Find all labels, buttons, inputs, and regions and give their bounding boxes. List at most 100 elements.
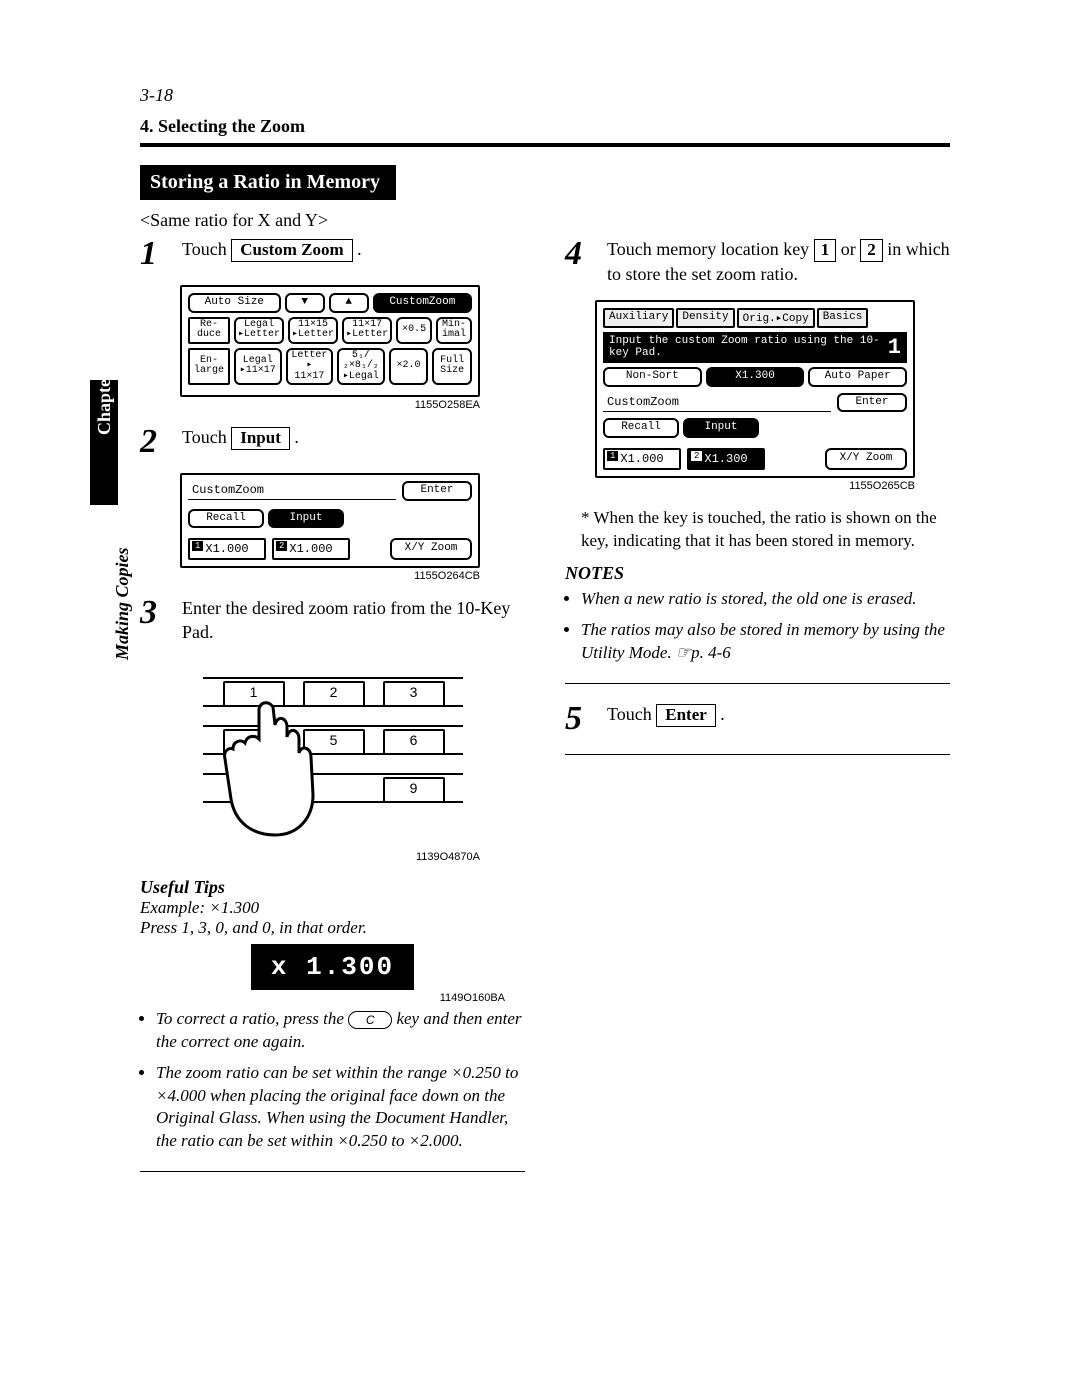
r5: Min- imal bbox=[436, 317, 472, 344]
tips-example: Example: ×1.300 bbox=[140, 898, 525, 918]
keypad-caption: 1139O4870A bbox=[180, 851, 480, 863]
tab-basics: Basics bbox=[817, 308, 869, 328]
page: Chapter 3 Making Copies 3-18 4. Selectin… bbox=[0, 0, 1080, 1397]
mem1-corner: 1 bbox=[607, 451, 618, 461]
step-3: 3 Enter the desired zoom ratio from the … bbox=[140, 596, 525, 645]
zoom-display-wrap: x 1.300 bbox=[140, 944, 525, 990]
panel4-enter: Enter bbox=[837, 393, 907, 413]
key-custom-zoom: Custom Zoom bbox=[231, 239, 352, 262]
zoom-display: x 1.300 bbox=[251, 944, 414, 990]
c-key: C bbox=[348, 1011, 392, 1029]
tip-1: To correct a ratio, press the C key and … bbox=[156, 1008, 525, 1054]
r2: 11×15 ▸Letter bbox=[288, 317, 338, 344]
side-tab-label: Making Copies bbox=[112, 547, 133, 660]
e4: ×2.0 bbox=[389, 348, 429, 386]
key-9: 9 bbox=[383, 777, 445, 803]
text: Touch bbox=[182, 239, 231, 259]
mem1-val: X1.000 bbox=[620, 452, 663, 466]
key-2: 2 bbox=[860, 239, 883, 262]
step-body: Touch Enter . bbox=[607, 702, 950, 736]
hand-icon bbox=[215, 699, 335, 839]
text: or bbox=[841, 239, 861, 259]
text: . bbox=[294, 427, 299, 447]
chapter-label: Chapter 3 bbox=[94, 358, 115, 435]
step-body: Touch Custom Zoom . bbox=[182, 237, 525, 271]
mem1-corner: 1 bbox=[192, 541, 203, 551]
p4-mem1: 1 X1.000 bbox=[603, 448, 681, 470]
r3: 11×17 ▸Letter bbox=[342, 317, 392, 344]
text: To correct a ratio, press the bbox=[156, 1009, 348, 1028]
text: Touch memory location key bbox=[607, 239, 814, 259]
mem1: 1 X1.000 bbox=[188, 538, 266, 560]
key-input: Input bbox=[231, 427, 290, 450]
panel-memory-figure: Auxiliary Density Orig.▸Copy Basics Inpu… bbox=[595, 300, 915, 478]
key-1: 1 bbox=[814, 239, 837, 262]
panel4-input: Input bbox=[683, 418, 759, 438]
tip-2: The zoom ratio can be set within the ran… bbox=[156, 1062, 525, 1154]
key-3: 3 bbox=[383, 681, 445, 707]
step-5: 5 Touch Enter . bbox=[565, 702, 950, 736]
step-num: 5 bbox=[565, 702, 593, 736]
side-tab: Chapter 3 Making Copies bbox=[90, 370, 118, 660]
step-body: Touch Input . bbox=[182, 425, 525, 459]
panel4-band: Input the custom Zoom ratio using the 10… bbox=[603, 332, 907, 363]
text: . bbox=[720, 704, 725, 724]
notes-heading: NOTES bbox=[565, 563, 950, 584]
panel2-enter: Enter bbox=[402, 481, 472, 501]
panel2-caption: 1155O264CB bbox=[180, 570, 480, 582]
panel-input-figure: CustomZoom Enter Recall Input 1 X1.000 bbox=[180, 473, 480, 568]
panel4-recall: Recall bbox=[603, 418, 679, 438]
text: The ratios may also be stored in memory … bbox=[581, 620, 945, 662]
r4: ×0.5 bbox=[396, 317, 432, 344]
e5: Full Size bbox=[432, 348, 472, 386]
panel-autosize: Auto Size bbox=[188, 293, 281, 313]
tab-density: Density bbox=[676, 308, 734, 328]
panel-customzoom: CustomZoom bbox=[373, 293, 472, 313]
key-6: 6 bbox=[383, 729, 445, 755]
enlarge-label: En- large bbox=[188, 348, 230, 386]
mem2-val: X1.000 bbox=[289, 542, 332, 556]
page-ref: ☞p. 4-6 bbox=[676, 643, 731, 662]
panel2-input: Input bbox=[268, 509, 344, 529]
page-number: 3-18 bbox=[140, 85, 950, 106]
tips-press-line: Press 1, 3, 0, and 0, in that order. bbox=[140, 918, 525, 938]
step-1: 1 Touch Custom Zoom . bbox=[140, 237, 525, 271]
rule-left-bottom bbox=[140, 1171, 525, 1172]
step-4: 4 Touch memory location key 1 or 2 in wh… bbox=[565, 237, 950, 286]
text: Touch bbox=[182, 427, 231, 447]
down-icon: ▼ bbox=[285, 293, 325, 313]
step-num: 3 bbox=[140, 596, 168, 645]
rule-right-2 bbox=[565, 754, 950, 755]
text: . bbox=[357, 239, 362, 259]
col-right: 4 Touch memory location key 1 or 2 in wh… bbox=[565, 237, 950, 773]
r1: Legal ▸Letter bbox=[234, 317, 284, 344]
panel2-heading: CustomZoom bbox=[188, 481, 396, 500]
rule-right-1 bbox=[565, 683, 950, 684]
xval: X1.300 bbox=[706, 367, 805, 387]
tab-aux: Auxiliary bbox=[603, 308, 674, 328]
auto-paper: Auto Paper bbox=[808, 367, 907, 387]
non-sort: Non-Sort bbox=[603, 367, 702, 387]
step-body: Enter the desired zoom ratio from the 10… bbox=[182, 596, 525, 645]
step-body: Touch memory location key 1 or 2 in whic… bbox=[607, 237, 950, 286]
e3: 5₁/₂×8₁/₂ ▸Legal bbox=[337, 348, 385, 386]
up-icon: ▲ bbox=[329, 293, 369, 313]
mem2: 2 X1.000 bbox=[272, 538, 350, 560]
reduce-label: Re- duce bbox=[188, 317, 230, 344]
panel-zoom-figure: Auto Size ▼ ▲ CustomZoom Re- duce Legal … bbox=[180, 285, 480, 397]
e2: Letter ▸ 11×17 bbox=[286, 348, 334, 386]
mem1-val: X1.000 bbox=[205, 542, 248, 556]
panel2-xy: X/Y Zoom bbox=[390, 538, 472, 560]
step-num: 1 bbox=[140, 237, 168, 271]
panel1-caption: 1155O258EA bbox=[180, 399, 480, 411]
title-bar: Storing a Ratio in Memory bbox=[140, 165, 396, 200]
keypad-figure: 1 2 3 4 5 6 9 bbox=[203, 659, 463, 849]
step-num: 4 bbox=[565, 237, 593, 286]
note-1: When a new ratio is stored, the old one … bbox=[581, 588, 950, 611]
panel2-recall: Recall bbox=[188, 509, 264, 529]
p4-mem2: 2 X1.300 bbox=[687, 448, 765, 470]
text: Touch bbox=[607, 704, 656, 724]
e1: Legal ▸11×17 bbox=[234, 348, 282, 386]
columns: 1 Touch Custom Zoom . Auto Size ▼ ▲ Cust… bbox=[140, 237, 950, 1190]
p4-xy: X/Y Zoom bbox=[825, 448, 907, 470]
